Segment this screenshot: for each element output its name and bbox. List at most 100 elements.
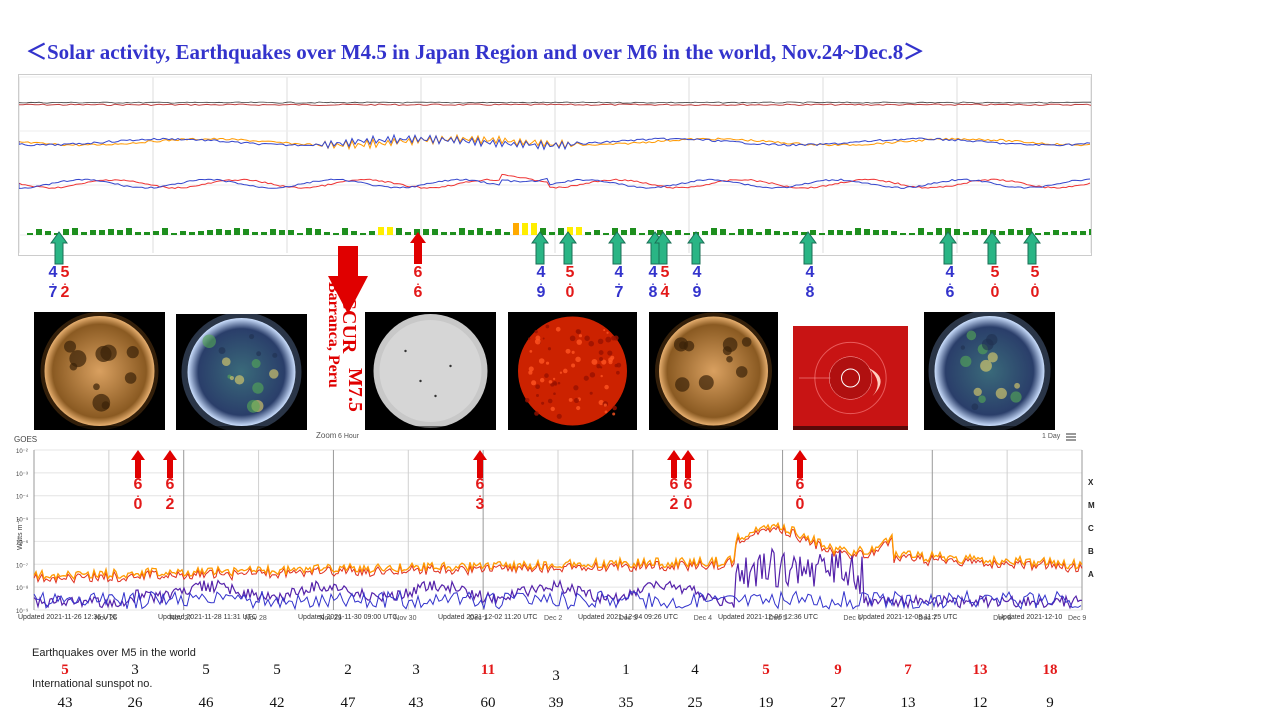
active-region [986,334,998,346]
world-quake-magnitude: 6.0 [131,476,145,513]
kp-bar [1026,228,1032,235]
kp-bar [936,228,942,235]
kp-bar [270,229,276,235]
granule [596,364,601,369]
mag-part: . [416,277,420,288]
kp-bar [729,233,735,235]
kp-bar [954,229,960,235]
kp-bar [189,232,195,235]
kp-bar [288,230,294,235]
mag-frac: 0 [565,284,575,301]
kp-bar [1017,230,1023,235]
proton-flux-line-2 [18,101,1091,104]
sun-disk [518,316,627,426]
earthquake-count: 3 [552,668,560,684]
mag-part: 6 [475,476,485,493]
kp-bar [801,232,807,235]
active-region [978,395,986,404]
granule [576,405,581,411]
mag-dot: . [663,277,667,288]
kp-bar [747,229,753,235]
active-region [234,375,245,385]
mag-frac: 8 [648,284,658,301]
granule [569,335,576,342]
active-region [218,347,226,354]
granule [605,336,612,343]
updated-label: Updated 2021-11-28 11:31 UTC [158,614,257,621]
kp-bar [198,231,204,235]
occur-magnitude: M7.5 [344,368,366,412]
kp-bar [585,232,591,235]
mag-int: 5 [60,264,70,281]
kp-bar [333,233,339,235]
kp-bar [837,230,843,235]
coronal-hole [93,383,100,391]
japan-quake-magnitude: 4.8 [803,265,817,301]
kp-bar [99,230,105,235]
occur-label: OCCUR Barranca, Peru M7.5 [325,280,368,440]
updated-label: Updated 2021-12-04 09:26 UTC [578,614,679,621]
x-tick: Dec 9 [1068,615,1086,622]
y-tick: 10⁻⁶ [16,539,29,546]
kp-bar [882,230,888,235]
active-region [221,357,231,367]
kp-bar [144,232,150,235]
world-quake-arrow [473,450,487,478]
mag-part: 6 [795,476,805,493]
mag-part: 6 [683,476,693,493]
active-region [980,359,992,372]
granule [534,329,538,334]
flare-class: A [1088,570,1094,579]
kp-bar [909,233,915,235]
granule [557,381,561,385]
kp-bar [702,231,708,235]
sunspot [419,379,422,383]
updated-label: Updated 2021-12-06 12:36 UTC [718,614,819,621]
japan-quake-arrow [687,231,705,265]
kp-bar [477,228,483,235]
world-quake-magnitude: 6.2 [163,477,177,513]
kp-bar [810,230,816,235]
granule [575,329,580,334]
granule [583,375,589,381]
sunspot-count: 19 [758,695,774,711]
electron-flux-line [18,133,1091,151]
mag-int: 4 [692,264,702,281]
active-region [272,352,278,358]
solar-image: 2021/12/8 Ultraviolet [924,312,1055,442]
granule [547,398,553,404]
kp-bar [1053,230,1059,235]
xray-short-line-2 [33,589,1082,611]
mag-int: 4 [48,264,58,281]
granule [612,412,616,416]
sun-drawing [373,314,488,428]
kp-bar [180,231,186,235]
x-tick: Dec 7 [918,615,936,622]
goes-brand: GOES [14,435,37,444]
updated-label: Updated 2021-12-02 11:20 UTC [438,614,538,621]
kp-bar [828,230,834,235]
space-weather-panel [18,74,1095,256]
y-tick: 10⁻³ [16,472,28,478]
kp-bar [594,230,600,235]
kp-bar [999,231,1005,235]
kp-bar [711,228,717,235]
kp-bar [738,229,744,235]
earthquake-row-label: Earthquakes over M5 in the world [32,647,196,659]
y-tick: 10⁻⁴ [16,494,29,501]
granule [538,358,545,364]
mag-part: 6 [133,476,143,493]
kp-bar [279,230,285,235]
sun-circle [841,368,860,388]
granule [573,397,579,404]
earthquake-count: 5 [762,662,770,678]
sunspot-count: 43 [408,695,424,711]
x-tick: Nov 29 [319,615,341,622]
space-weather-svg [18,76,1095,253]
japan-quake-magnitude: 5.0 [1028,264,1042,301]
mag-int: 5 [1030,264,1040,281]
x-tick: Dec 2 [544,615,562,622]
kp-bar [117,230,123,235]
kp-bar [441,232,447,235]
sun-drawing [793,326,908,442]
